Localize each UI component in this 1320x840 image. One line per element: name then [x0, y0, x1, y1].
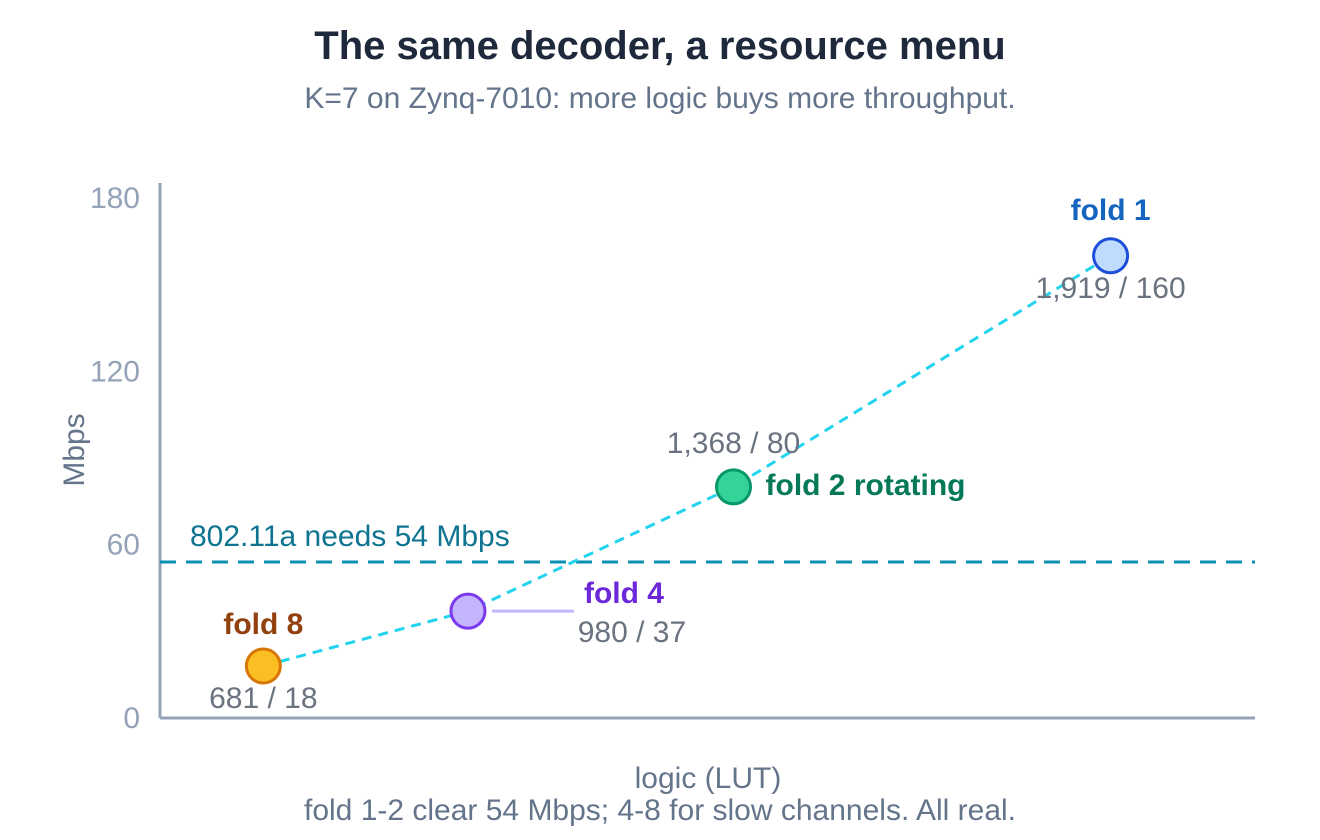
- point-name-label: fold 8: [223, 608, 303, 641]
- point-value-label: 1,919 / 160: [1036, 272, 1186, 305]
- y-tick-label: 180: [90, 182, 140, 215]
- y-tick-label: 60: [107, 529, 140, 562]
- reference-line-label: 802.11a needs 54 Mbps: [190, 520, 510, 553]
- y-tick-label: 0: [123, 702, 140, 735]
- point-value-label: 1,368 / 80: [667, 427, 800, 460]
- data-point: [1092, 237, 1130, 275]
- point-name-label: fold 1: [1071, 194, 1151, 227]
- series-line-group: [262, 254, 1112, 668]
- y-ticks: 0 60 120 180: [90, 182, 140, 735]
- x-axis-label: logic (LUT): [635, 762, 782, 795]
- data-point: [715, 468, 753, 506]
- y-axis-label: Mbps: [58, 413, 91, 486]
- points-group: fold 8 681 / 18 fold 4 980 / 37 fold 2 rotat…: [209, 194, 1186, 715]
- chart-footnote: fold 1-2 clear 54 Mbps; 4-8 for slow cha…: [303, 794, 1017, 827]
- point-name-label: fold 2 rotating: [766, 469, 966, 502]
- axes: [158, 183, 1255, 720]
- series-line: [262, 254, 1112, 668]
- point-name-label: fold 4: [584, 577, 664, 610]
- data-point: [244, 647, 282, 685]
- data-point: [449, 592, 487, 630]
- y-tick-label: 120: [90, 355, 140, 388]
- chart-subtitle: K=7 on Zynq-7010: more logic buys more t…: [304, 82, 1016, 115]
- reference-line-group: 802.11a needs 54 Mbps: [160, 520, 1255, 564]
- chart-title: The same decoder, a resource menu: [314, 24, 1006, 68]
- point-value-label: 980 / 37: [578, 616, 686, 649]
- point-value-label: 681 / 18: [209, 682, 317, 715]
